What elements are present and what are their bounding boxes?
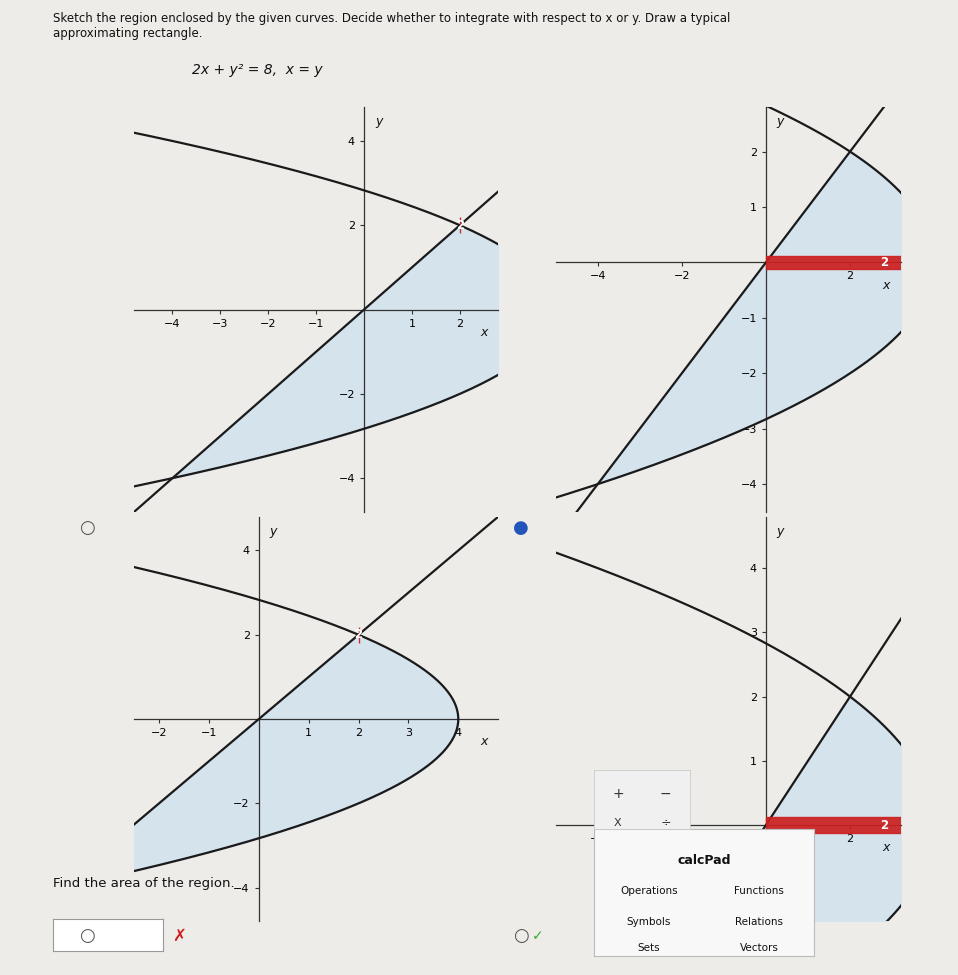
Text: −: − xyxy=(660,787,672,800)
Text: Sketch the region enclosed by the given curves. Decide whether to integrate with: Sketch the region enclosed by the given … xyxy=(53,12,730,40)
Text: Operations: Operations xyxy=(620,885,678,896)
Text: 2x + y² = 8,  x = y: 2x + y² = 8, x = y xyxy=(192,63,322,77)
Text: x: x xyxy=(883,279,890,292)
Text: Relations: Relations xyxy=(735,917,784,927)
Text: x: x xyxy=(883,841,890,854)
Text: +: + xyxy=(612,787,624,800)
Text: y: y xyxy=(776,525,784,538)
Text: 2: 2 xyxy=(879,256,888,269)
Text: ○: ○ xyxy=(80,927,95,945)
Text: 2: 2 xyxy=(456,218,464,232)
Text: ○: ○ xyxy=(80,520,95,537)
Bar xyxy=(766,817,934,833)
Text: x: x xyxy=(480,326,488,338)
Text: Functions: Functions xyxy=(734,885,785,896)
Text: ✗: ✗ xyxy=(172,927,186,945)
Bar xyxy=(766,255,934,269)
Text: X: X xyxy=(614,818,622,828)
Text: Sets: Sets xyxy=(638,943,660,953)
Text: Vectors: Vectors xyxy=(740,943,779,953)
Text: 2: 2 xyxy=(354,628,362,642)
Text: y: y xyxy=(375,115,382,129)
Text: ○: ○ xyxy=(513,927,528,945)
Text: 2: 2 xyxy=(879,819,888,832)
Text: ●: ● xyxy=(513,520,528,537)
Text: Symbols: Symbols xyxy=(627,917,672,927)
Text: y: y xyxy=(776,115,784,129)
Text: calcPad: calcPad xyxy=(677,854,731,867)
Text: x: x xyxy=(480,735,488,748)
Text: Find the area of the region.: Find the area of the region. xyxy=(53,878,235,890)
Text: ÷: ÷ xyxy=(660,816,672,830)
Text: ✓: ✓ xyxy=(532,929,543,943)
Text: y: y xyxy=(270,525,277,538)
